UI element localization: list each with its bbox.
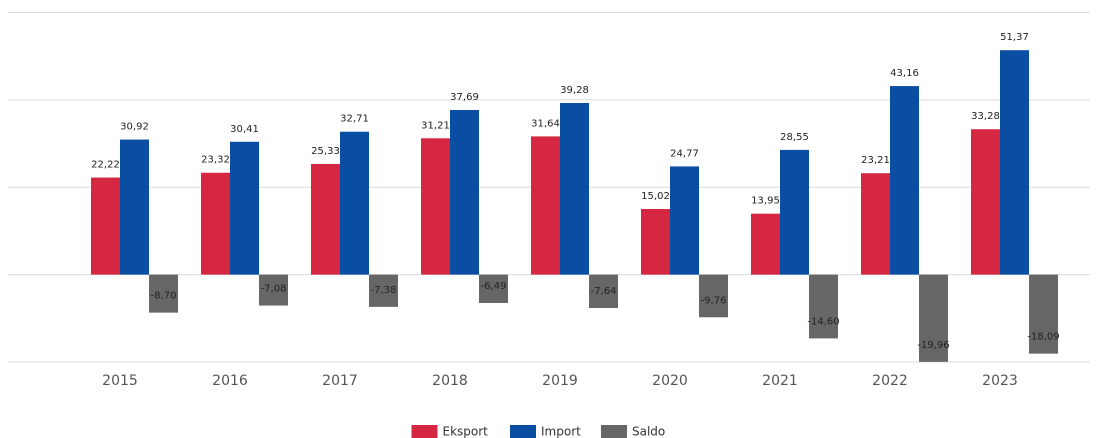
value-label: 23,21 — [861, 155, 890, 166]
value-label: -19,96 — [917, 340, 949, 351]
legend-label: Saldo — [632, 425, 665, 438]
bar — [120, 139, 149, 275]
value-label: -18,09 — [1027, 332, 1059, 343]
legend-swatch — [411, 425, 438, 438]
bar — [890, 86, 919, 275]
bar — [670, 166, 699, 275]
value-label: -14,60 — [807, 316, 839, 327]
value-label: 13,95 — [751, 196, 780, 207]
bar — [369, 274, 398, 307]
bar — [149, 274, 178, 313]
x-tick-label: 2017 — [322, 373, 358, 389]
x-tick-label: 2018 — [432, 373, 468, 389]
bar — [311, 163, 340, 275]
bar — [971, 129, 1000, 275]
legend-label: Import — [541, 425, 581, 438]
value-label: -7,64 — [591, 286, 617, 297]
bar — [780, 149, 809, 275]
bar — [259, 274, 288, 306]
bar — [589, 274, 618, 309]
value-label: 22,22 — [91, 160, 120, 171]
value-label: 43,16 — [890, 68, 919, 79]
bar — [560, 103, 589, 275]
legend-label: Eksport — [443, 425, 489, 438]
bar — [421, 138, 450, 275]
value-label: 51,37 — [1000, 32, 1029, 43]
bar — [230, 141, 259, 275]
bar — [531, 136, 560, 275]
x-tick-label: 2015 — [102, 373, 138, 389]
value-label: 31,64 — [531, 118, 560, 129]
legend-swatch — [510, 425, 536, 438]
value-label: 25,33 — [311, 146, 340, 157]
bar — [641, 209, 670, 275]
value-label: 15,02 — [641, 191, 670, 202]
x-tick-label: 2019 — [542, 373, 578, 389]
bar — [479, 274, 508, 303]
x-tick-label: 2021 — [762, 373, 798, 389]
value-label: 33,28 — [971, 111, 1000, 122]
bar — [91, 177, 120, 275]
bar — [699, 274, 728, 318]
value-label: -7,38 — [371, 285, 397, 296]
value-label: 31,21 — [421, 120, 450, 131]
bar — [1000, 50, 1029, 275]
x-tick-label: 2020 — [652, 373, 688, 389]
bar — [201, 172, 230, 275]
x-tick-label: 2016 — [212, 373, 248, 389]
x-tick-label: 2022 — [872, 373, 908, 389]
bar — [919, 274, 948, 362]
value-label: -9,76 — [701, 295, 727, 306]
value-label: -8,70 — [151, 291, 177, 302]
value-label: 23,32 — [201, 155, 230, 166]
value-label: -6,49 — [481, 281, 507, 292]
bar — [340, 131, 369, 275]
value-label: 32,71 — [340, 114, 369, 125]
value-label: 37,69 — [450, 92, 479, 103]
value-label: 30,41 — [230, 124, 259, 135]
value-label: 28,55 — [780, 132, 809, 143]
x-tick-label: 2023 — [982, 373, 1018, 389]
bar — [861, 173, 890, 275]
value-label: 24,77 — [670, 148, 699, 159]
value-label: 30,92 — [120, 122, 149, 133]
bar — [450, 109, 479, 275]
value-label: -7,08 — [261, 284, 287, 295]
value-label: 39,28 — [560, 85, 589, 96]
legend-swatch — [601, 425, 627, 438]
bar — [809, 274, 838, 339]
bar — [1029, 274, 1058, 354]
bar — [751, 213, 780, 275]
